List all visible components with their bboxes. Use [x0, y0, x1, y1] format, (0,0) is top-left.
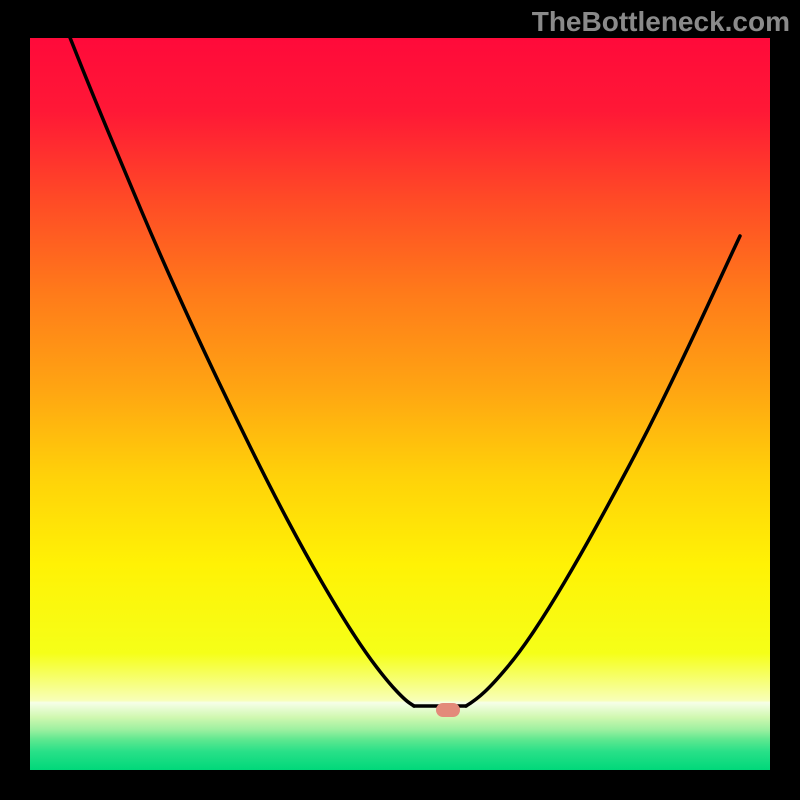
chart-frame-border	[0, 0, 30, 800]
optimal-point-marker	[436, 703, 460, 717]
chart-frame-border	[770, 0, 800, 800]
bottleneck-curve	[30, 38, 770, 770]
chart-frame-border	[0, 770, 800, 800]
plot-area	[30, 38, 770, 770]
watermark-text: TheBottleneck.com	[532, 6, 790, 38]
curve-right-branch	[466, 236, 740, 706]
curve-left-branch	[55, 38, 414, 706]
